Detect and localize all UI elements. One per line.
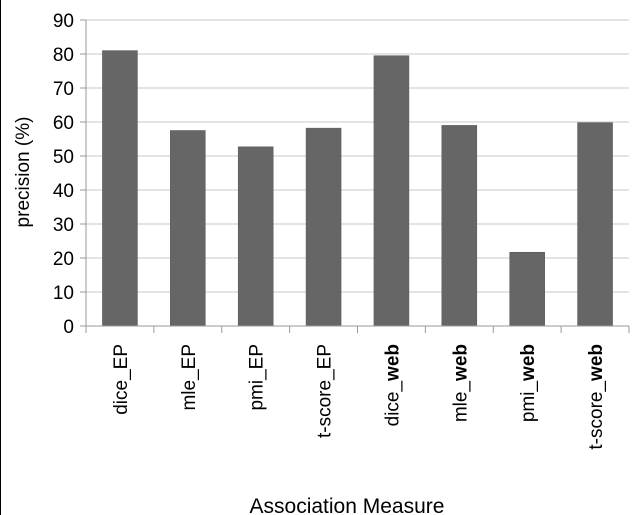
bar-t-score-web (577, 122, 613, 327)
category-suffix: web (382, 344, 403, 382)
y-tick-label: 80 (53, 45, 74, 66)
x-axis-label: Association Measure (250, 495, 445, 515)
y-tick-labels: 0 10 20 30 40 50 60 70 80 90 (53, 11, 74, 338)
x-category-label: pmi_EP (247, 344, 268, 411)
category-prefix: pmi_ (247, 369, 268, 411)
category-prefix: t-score_ (586, 381, 607, 450)
category-suffix: EP (179, 344, 200, 369)
bar-mle-web (441, 125, 478, 327)
y-tick-label: 20 (53, 249, 74, 270)
category-suffix: web (586, 344, 607, 382)
category-prefix: t-score_ (315, 369, 336, 438)
bar-dice-EP (102, 50, 138, 327)
gridlines (86, 19, 629, 293)
category-prefix: mle_ (450, 381, 471, 423)
x-category-label: dice_EP (111, 344, 132, 415)
bar-pmi-web (509, 251, 545, 327)
bar-pmi-EP (237, 146, 274, 327)
x-category-label: dice_web (382, 344, 403, 426)
axes (80, 19, 630, 333)
category-prefix: dice_ (382, 381, 403, 427)
bars (102, 50, 613, 327)
x-category-label: pmi_web (518, 344, 539, 422)
y-axis-label: precision (%) (13, 117, 34, 228)
category-suffix: web (518, 344, 539, 382)
x-category-labels: dice_EPmle_EPpmi_EPt-score_EPdice_webmle… (111, 344, 607, 450)
bar-t-score-EP (305, 127, 342, 327)
category-suffix: EP (111, 344, 132, 369)
y-tick-label: 50 (53, 147, 74, 168)
bar-mle-EP (170, 130, 206, 327)
y-tick-label: 30 (53, 215, 74, 236)
category-suffix: web (450, 344, 471, 382)
category-suffix: EP (247, 344, 268, 369)
category-prefix: pmi_ (518, 381, 539, 423)
y-tick-label: 90 (53, 11, 74, 32)
x-category-label: mle_EP (179, 344, 200, 411)
y-tick-label: 40 (53, 181, 74, 202)
y-tick-label: 70 (53, 79, 74, 100)
y-tick-label: 10 (53, 283, 74, 304)
x-category-label: t-score_web (586, 344, 607, 450)
y-tick-label: 60 (53, 113, 74, 134)
category-prefix: dice_ (111, 369, 132, 415)
y-tick-label: 0 (63, 317, 74, 338)
category-prefix: mle_ (179, 369, 200, 411)
x-category-label: t-score_EP (315, 344, 336, 438)
bar-dice-web (373, 55, 410, 327)
x-category-label: mle_web (450, 344, 471, 422)
category-suffix: EP (315, 344, 336, 369)
